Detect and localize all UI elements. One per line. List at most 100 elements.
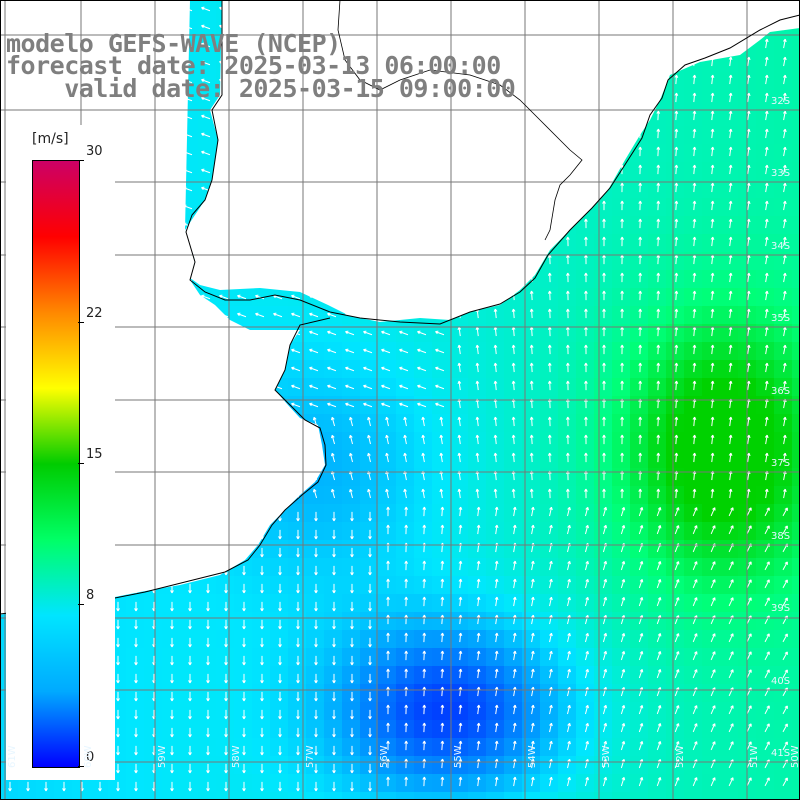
wind-cell xyxy=(774,252,793,271)
wind-arrow xyxy=(549,740,553,751)
wind-cell xyxy=(756,342,775,361)
wind-arrow xyxy=(170,619,174,630)
wind-cell xyxy=(792,288,800,307)
wind-cell xyxy=(378,504,397,523)
wind-cell xyxy=(684,792,703,800)
wind-cell xyxy=(594,342,613,361)
wind-arrow xyxy=(170,727,174,738)
wind-cell xyxy=(594,216,613,235)
wind-arrow xyxy=(602,290,606,301)
wind-arrow xyxy=(350,601,354,612)
wind-arrow xyxy=(782,705,788,715)
wind-arrow xyxy=(782,452,787,463)
wind-cell xyxy=(756,468,775,487)
wind-arrow xyxy=(201,60,211,66)
wind-arrow xyxy=(620,596,626,607)
wind-arrow xyxy=(421,416,426,427)
wind-cell xyxy=(774,738,793,757)
wind-cell xyxy=(468,774,487,793)
wind-cell xyxy=(720,756,739,775)
wind-arrow xyxy=(584,596,589,607)
wind-arrow xyxy=(422,614,427,625)
wind-arrow xyxy=(782,218,787,229)
wind-arrow xyxy=(367,434,371,445)
wind-arrow xyxy=(134,601,138,612)
wind-arrow xyxy=(368,655,372,666)
latitude-label: 38S xyxy=(771,531,791,542)
wind-arrow xyxy=(584,578,589,589)
wind-arrow xyxy=(746,236,751,247)
wind-arrow xyxy=(692,416,697,427)
wind-cell xyxy=(576,522,595,541)
wind-arrow xyxy=(345,366,355,372)
wind-cell xyxy=(666,630,685,649)
wind-arrow xyxy=(764,488,769,499)
wind-arrow xyxy=(278,619,282,630)
wind-arrow xyxy=(674,416,679,427)
wind-arrow xyxy=(728,182,733,193)
wind-arrow xyxy=(332,745,336,756)
wind-arrow xyxy=(296,637,300,648)
wind-arrow xyxy=(493,380,498,391)
wind-arrow xyxy=(512,632,517,643)
wind-arrow xyxy=(638,416,643,427)
longitude-label: 58W xyxy=(231,745,242,768)
wind-cell xyxy=(720,90,739,109)
wind-arrow xyxy=(399,402,409,408)
wind-arrow xyxy=(170,745,174,756)
wind-cell xyxy=(792,522,800,541)
wind-cell xyxy=(504,504,523,523)
wind-cell xyxy=(666,540,685,559)
wind-cell xyxy=(468,648,487,667)
wind-cell xyxy=(216,792,235,800)
wind-arrow xyxy=(404,668,409,679)
wind-arrow xyxy=(746,741,752,751)
wind-arrow xyxy=(201,96,211,102)
wind-arrow xyxy=(782,507,788,517)
wind-cell xyxy=(702,180,721,199)
wind-arrow xyxy=(475,434,480,445)
wind-arrow xyxy=(330,488,336,499)
wind-arrow xyxy=(116,763,120,774)
wind-cell xyxy=(414,738,433,757)
wind-arrow xyxy=(494,686,499,697)
wind-cell xyxy=(666,216,685,235)
wind-cell xyxy=(378,594,397,613)
wind-arrow xyxy=(242,673,246,684)
wind-arrow xyxy=(458,632,463,643)
wind-arrow xyxy=(386,614,390,625)
wind-arrow xyxy=(422,704,427,715)
wind-cell xyxy=(576,684,595,703)
wind-cell xyxy=(720,468,739,487)
wind-arrow xyxy=(476,524,481,535)
wind-arrow xyxy=(399,384,409,390)
wind-arrow xyxy=(188,709,192,720)
wind-arrow xyxy=(327,402,337,408)
wind-cell xyxy=(666,288,685,307)
wind-arrow xyxy=(260,745,264,756)
wind-arrow xyxy=(332,601,336,612)
wind-arrow xyxy=(350,583,354,594)
wind-arrow xyxy=(782,344,787,355)
wind-cell xyxy=(648,450,667,469)
wind-arrow xyxy=(782,561,788,571)
wind-arrow xyxy=(746,218,751,229)
wind-arrow xyxy=(746,110,751,121)
wind-arrow xyxy=(602,434,606,445)
latitude-label: 37S xyxy=(771,458,791,469)
wind-arrow xyxy=(656,723,662,733)
wind-cell xyxy=(666,522,685,541)
wind-arrow xyxy=(764,669,770,679)
wind-cell xyxy=(558,774,577,793)
wind-cell xyxy=(594,576,613,595)
wind-cell xyxy=(702,198,721,217)
wind-cell xyxy=(540,720,559,739)
wind-cell xyxy=(378,558,397,577)
wind-arrow xyxy=(674,146,679,157)
wind-arrow xyxy=(116,709,120,720)
wind-cell xyxy=(324,792,343,800)
wind-arrow xyxy=(638,668,644,679)
wind-cell xyxy=(396,504,415,523)
wind-cell xyxy=(774,576,793,595)
wind-arrow xyxy=(224,673,228,684)
